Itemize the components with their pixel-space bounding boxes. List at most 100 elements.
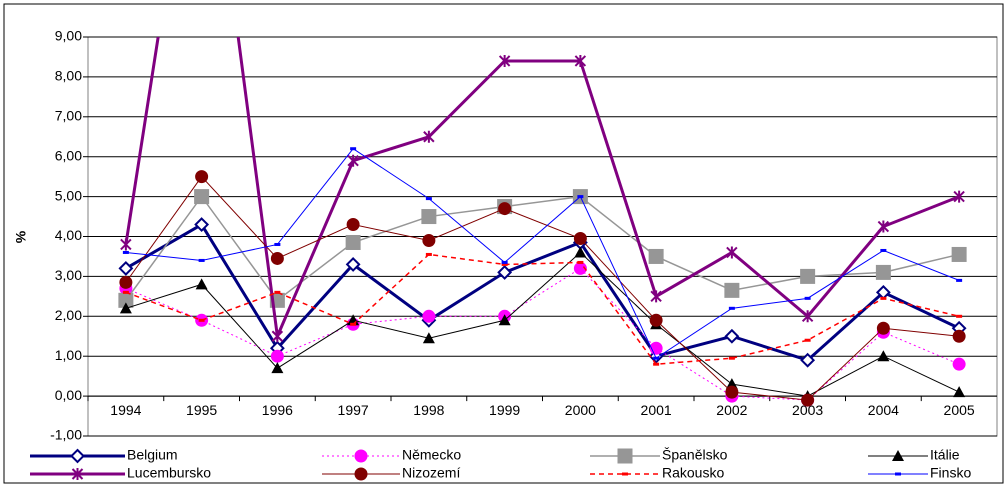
- point: [880, 248, 887, 252]
- point: [648, 248, 664, 264]
- legend-marker: [354, 449, 368, 463]
- x-tick-label: 1998: [413, 402, 444, 418]
- point: [421, 209, 437, 225]
- point: [953, 386, 966, 398]
- point: [804, 338, 811, 342]
- point: [122, 250, 129, 254]
- point: [801, 310, 814, 323]
- point: [422, 309, 436, 323]
- point: [422, 233, 436, 247]
- point: [804, 296, 811, 300]
- series-line: [125, 195, 960, 302]
- point: [574, 246, 587, 258]
- y-tick-label: 1,00: [55, 347, 82, 363]
- point: [194, 217, 210, 232]
- point: [118, 261, 134, 276]
- series-group: [118, 37, 967, 407]
- series-line: [124, 37, 960, 342]
- point: [653, 362, 660, 366]
- x-tick-label: 1999: [489, 402, 520, 418]
- point: [877, 220, 890, 233]
- point: [497, 264, 513, 280]
- point: [726, 246, 738, 259]
- point: [120, 238, 132, 251]
- point: [498, 54, 511, 67]
- point: [876, 321, 890, 335]
- point: [951, 246, 967, 262]
- point: [953, 190, 965, 203]
- point: [119, 275, 133, 289]
- point: [956, 314, 963, 318]
- series-line: [125, 253, 960, 365]
- point: [649, 313, 663, 327]
- point: [800, 268, 816, 284]
- legend-label: Španělsko: [662, 447, 728, 463]
- point: [498, 314, 511, 326]
- point: [270, 349, 284, 363]
- x-tick-label: 1997: [338, 402, 369, 418]
- point: [725, 385, 739, 399]
- legend-marker: [71, 468, 84, 480]
- point: [194, 189, 210, 205]
- x-tick-label: 1995: [186, 402, 217, 418]
- legend-label: Rakousko: [662, 465, 724, 481]
- point: [425, 252, 432, 256]
- point: [728, 356, 735, 360]
- series-line: [125, 148, 960, 359]
- x-tick-label: 2001: [641, 402, 672, 418]
- point: [350, 147, 357, 151]
- point: [271, 362, 284, 374]
- legend-marker: [895, 472, 901, 476]
- point: [198, 258, 205, 262]
- legend-label: Lucembursko: [127, 465, 211, 481]
- y-tick-label: -1,00: [50, 427, 82, 443]
- series-line: [125, 251, 960, 397]
- x-tick-label: 2005: [944, 402, 975, 418]
- point: [122, 290, 129, 294]
- point: [650, 290, 662, 303]
- y-tick-label: 5,00: [55, 187, 82, 203]
- point: [195, 278, 208, 290]
- point: [422, 332, 435, 344]
- point: [345, 234, 361, 250]
- y-tick-label: 6,00: [55, 147, 82, 163]
- point: [952, 329, 966, 343]
- point: [728, 306, 735, 310]
- y-tick-label: 7,00: [55, 108, 82, 124]
- point: [573, 231, 587, 245]
- legend-marker: [617, 448, 633, 464]
- point: [501, 260, 508, 264]
- point: [425, 197, 432, 201]
- legend-label: Itálie: [930, 447, 960, 463]
- point: [800, 352, 816, 368]
- point: [574, 54, 587, 67]
- legend-label: Německo: [402, 447, 461, 463]
- y-tick-label: 9,00: [55, 28, 82, 44]
- point: [347, 154, 359, 167]
- point: [577, 195, 584, 199]
- point: [880, 296, 887, 300]
- point: [498, 202, 512, 216]
- point: [270, 251, 284, 265]
- point: [345, 257, 361, 272]
- point: [877, 350, 890, 362]
- x-tick-label: 1994: [110, 402, 141, 418]
- point: [119, 302, 132, 314]
- y-tick-label: 0,00: [55, 387, 82, 403]
- x-tick-label: 2002: [716, 402, 747, 418]
- series-line: [125, 175, 960, 401]
- point: [350, 322, 357, 326]
- x-tick-label: 2000: [565, 402, 596, 418]
- y-tick-label: 3,00: [55, 267, 82, 283]
- point: [501, 262, 508, 266]
- point: [274, 290, 281, 294]
- point: [271, 330, 284, 343]
- point: [346, 218, 360, 232]
- point: [801, 393, 815, 407]
- point: [653, 356, 660, 360]
- y-axis-label: %: [13, 230, 29, 243]
- legend-label: Finsko: [930, 465, 971, 481]
- legend-label: Belgium: [127, 447, 178, 463]
- point: [724, 282, 740, 298]
